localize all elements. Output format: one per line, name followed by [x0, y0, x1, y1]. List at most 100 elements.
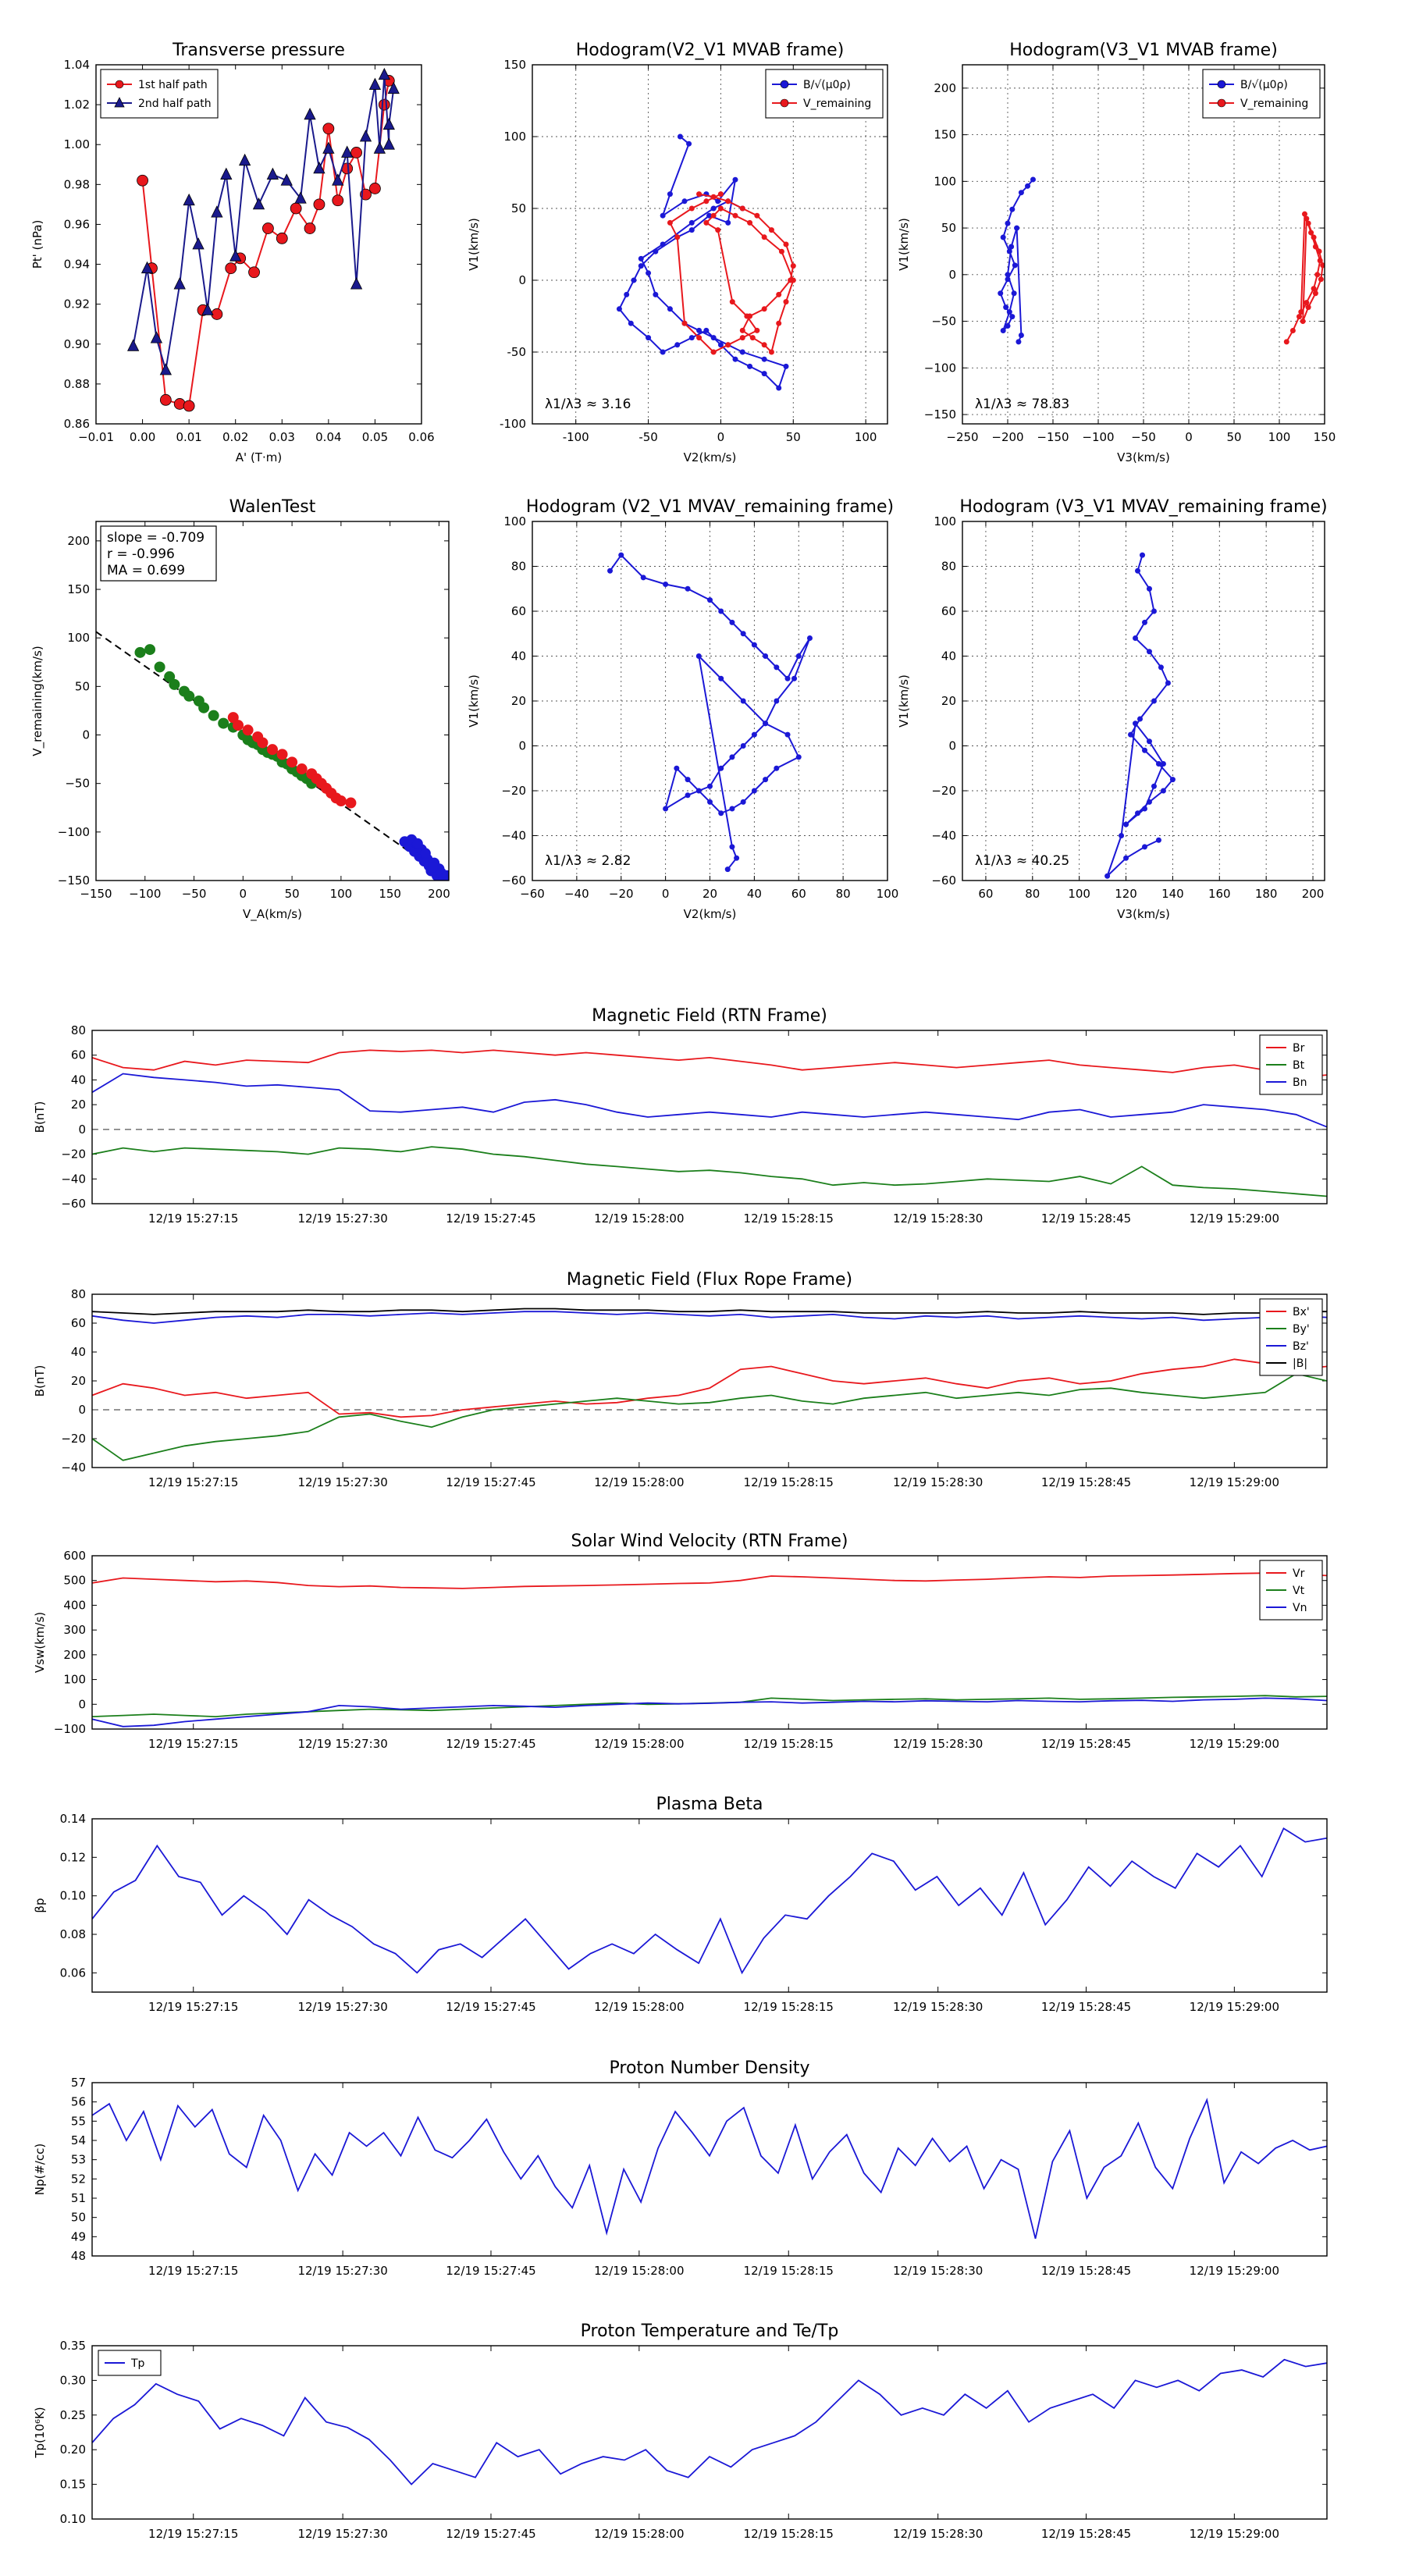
hodogram-v3v1-mvab-point: [1008, 244, 1015, 250]
hodogram-v3v1-mvab-point: [1014, 225, 1020, 231]
hodogram-v2v1-mvab-point: [686, 141, 692, 147]
proton-number-density-xtick-label: 12/19 15:28:15: [744, 2264, 834, 2278]
hodogram-v2v1-mvab-point: [710, 194, 717, 200]
walen-test-point: [183, 690, 195, 702]
hodogram-v3v1-mvab-point: [1006, 309, 1012, 315]
hodogram-v2v1-mvav-point: [729, 806, 735, 812]
magnetic-field-flux-rope-ytick-label: 40: [71, 1345, 86, 1359]
hodogram-v3v1-mvab-frame: [962, 64, 1325, 425]
magnetic-field-flux-rope-legend: [1259, 1298, 1323, 1376]
proton-number-density-title: Proton Number Density: [610, 2058, 810, 2078]
proton-number-density-frame: [91, 2082, 1328, 2257]
hodogram-v2v1-mvab-point: [761, 371, 767, 377]
hodogram-v3v1-mvab-xtick-label: −150: [1037, 430, 1069, 444]
hodogram-v3v1-mvab-legend: [1202, 69, 1321, 119]
hodogram-v3v1-mvab-ytick-label: 50: [941, 221, 956, 235]
hodogram-v2v1-mvav-point: [718, 810, 724, 817]
hodogram-v3v1-mvab-point: [1305, 304, 1311, 311]
transverse-pressure-point: [211, 205, 223, 218]
hodogram-v2v1-mvav-point: [740, 698, 746, 704]
hodogram-v3v1-mvav-point: [1141, 747, 1147, 753]
transverse-pressure-ytick-label: 1.00: [64, 137, 90, 151]
walen-test-ylabel: V_remaining(km/s): [30, 646, 45, 756]
hodogram-v2v1-mvab-point: [761, 356, 767, 362]
walen-test-point: [427, 861, 439, 873]
transverse-pressure-ytick-label: 0.94: [64, 258, 90, 272]
hodogram-v2v1-mvab-ytick-label: 100: [503, 130, 526, 144]
magnetic-field-rtn-ytick-label: 20: [71, 1098, 86, 1112]
solar-wind-velocity-rtn-title: Solar Wind Velocity (RTN Frame): [571, 1532, 848, 1551]
magnetic-field-rtn: Magnetic Field (RTN Frame) B(nT) −60 −40 −20…: [33, 1006, 1328, 1226]
hodogram-v2v1-mvab-point: [703, 327, 710, 333]
transverse-pressure-point: [359, 130, 372, 142]
plasma-beta-ytick-label: 0.06: [60, 1966, 86, 1980]
hodogram-v3v1-mvav-point: [1133, 720, 1139, 727]
transverse-pressure-point: [248, 266, 260, 279]
hodogram-v2v1-mvab-legend-marker: [780, 80, 789, 89]
hodogram-v3v1-mvab-point: [1305, 220, 1311, 226]
hodogram-v3v1-mvav-point: [1151, 698, 1157, 704]
hodogram-v2v1-mvab-ytick-label: 150: [503, 58, 526, 72]
transverse-pressure-point: [378, 67, 390, 80]
magnetic-field-flux-rope-ytick-label: −20: [61, 1432, 86, 1446]
hodogram-v2v1-mvab-series-line: [669, 193, 795, 354]
plasma-beta-ytick-label: 0.08: [60, 1927, 86, 1941]
solar-wind-velocity-rtn-xtick-label: 12/19 15:27:45: [446, 1737, 535, 1751]
hodogram-v2v1-mvav-frame: [532, 521, 888, 881]
transverse-pressure-point: [276, 232, 288, 244]
hodogram-v2v1-mvav-point: [751, 788, 757, 794]
magnetic-field-rtn-xtick-label: 12/19 15:27:30: [297, 1212, 387, 1226]
proton-number-density-ytick-label: 57: [71, 2076, 86, 2090]
walen-test-xtick-label: −50: [182, 887, 207, 901]
hodogram-v2v1-mvav-point: [685, 792, 691, 799]
transverse-pressure-point: [350, 277, 363, 290]
solar-wind-velocity-rtn-legend-label: Vn: [1293, 1602, 1307, 1614]
plasma-beta-frame: [91, 1818, 1328, 1993]
hodogram-v2v1-mvab-xtick-label: -100: [563, 430, 589, 444]
transverse-pressure-point: [304, 222, 316, 234]
hodogram-v2v1-mvab-point: [778, 248, 784, 254]
transverse-pressure-ytick-label: 0.98: [64, 177, 90, 191]
hodogram-v3v1-mvab-ytick-label: −50: [931, 315, 956, 329]
hodogram-v2v1-mvab-xtick-label: -50: [638, 430, 658, 444]
hodogram-v2v1-mvab-point: [688, 205, 695, 212]
hodogram-v2v1-mvav-xtick-label: 20: [702, 887, 717, 901]
hodogram-v3v1-mvab-point: [1025, 183, 1031, 189]
hodogram-v3v1-mvab-ytick-label: −150: [924, 407, 956, 422]
hodogram-v2v1-mvab-point: [677, 133, 683, 140]
hodogram-v2v1-mvav-ytick-label: 0: [518, 739, 526, 753]
transverse-pressure-point: [252, 197, 265, 210]
hodogram-v2v1-mvab-point: [638, 263, 644, 269]
transverse-pressure-point: [211, 308, 223, 320]
hodogram-v2v1-mvab-annotation: λ1/λ3 ≈ 3.16: [545, 397, 631, 412]
magnetic-field-rtn-ytick-label: 60: [71, 1048, 86, 1062]
magnetic-field-flux-rope-legend-label: Bx': [1293, 1306, 1310, 1318]
hodogram-v2v1-mvab-point: [706, 212, 713, 219]
hodogram-v2v1-mvav-xtick-label: 100: [877, 887, 899, 901]
hodogram-v3v1-mvab-point: [1311, 234, 1317, 240]
hodogram-v2v1-mvab-point: [646, 270, 652, 276]
hodogram-v3v1-mvab-point: [1005, 323, 1011, 329]
hodogram-v3v1-mvav-point: [1169, 777, 1176, 783]
magnetic-field-rtn-xtick-label: 12/19 15:28:45: [1041, 1212, 1131, 1226]
hodogram-v2v1-mvab-point: [710, 212, 717, 219]
hodogram-v3v1-mvab-ytick-label: 100: [934, 174, 956, 188]
hodogram-v3v1-mvav-point: [1158, 664, 1164, 671]
hodogram-v2v1-mvab-point: [776, 291, 782, 297]
hodogram-v3v1-mvav-point: [1128, 731, 1134, 738]
transverse-pressure-point: [341, 145, 354, 158]
hodogram-v2v1-mvab-point: [729, 299, 735, 305]
hodogram-v3v1-mvav-point: [1146, 649, 1152, 655]
magnetic-field-rtn-frame: [91, 1030, 1328, 1204]
hodogram-v2v1-mvav-point: [695, 653, 702, 659]
walen-test-point: [144, 644, 156, 656]
magnetic-field-flux-rope-series-B: [92, 1308, 1327, 1315]
hodogram-v3v1-mvab-point: [1018, 332, 1024, 338]
hodogram-v2v1-mvav-xtick-label: −60: [520, 887, 545, 901]
solar-wind-velocity-rtn-ylabel: Vsw(km/s): [33, 1612, 47, 1673]
hodogram-v2v1-mvab-point: [660, 349, 666, 355]
hodogram-v3v1-mvab-point: [1005, 272, 1011, 278]
transverse-pressure-point: [159, 393, 172, 406]
magnetic-field-flux-rope-series-Bx: [92, 1358, 1327, 1418]
magnetic-field-rtn-ytick-label: −20: [61, 1147, 86, 1162]
